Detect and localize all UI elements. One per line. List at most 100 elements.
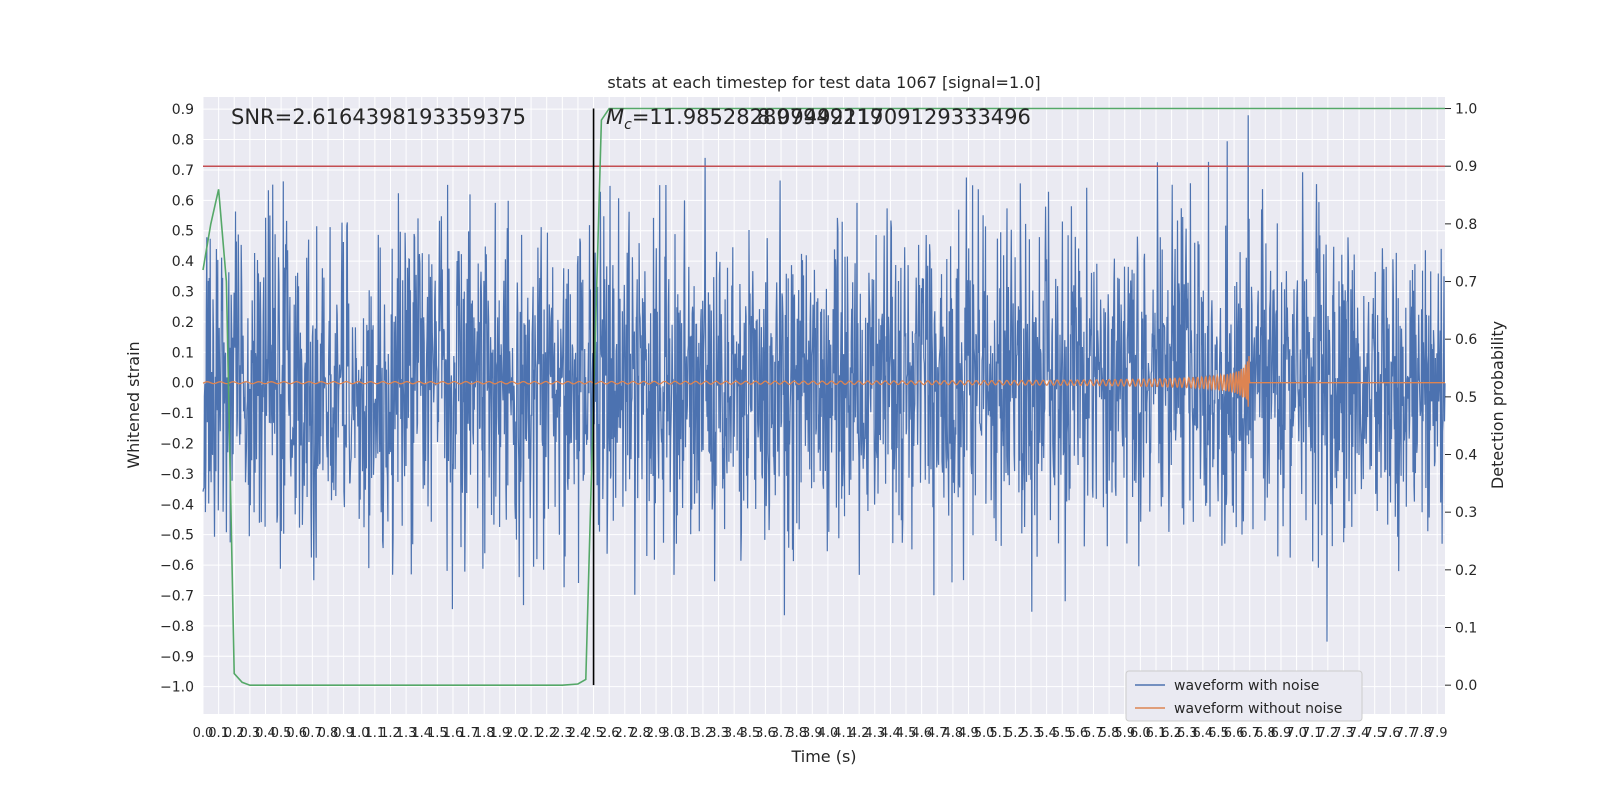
- x-tick-label: 4.7: [927, 726, 948, 741]
- y2-tick-label: 0.2: [1455, 563, 1477, 579]
- y2-axis-ticks: 1.0 0.9 0.8 0.7 0.6 0.5 0.4 0.3 0.2 0.1 0.0: [1445, 102, 1477, 694]
- y-axis-ticks: 0.9 0.8 0.7 0.6 0.5 0.4 0.3 0.2 0.1 0.0 −0.1 −0.2 −0…: [160, 102, 194, 695]
- x-tick-label: 3.7: [771, 726, 792, 741]
- y-tick-label: −1.0: [160, 680, 194, 696]
- x-tick-label: 6.6: [1224, 726, 1245, 741]
- x-tick-label: 2.5: [583, 726, 604, 741]
- y2-tick-label: 0.3: [1455, 505, 1477, 521]
- x-tick-label: 4.6: [911, 726, 932, 741]
- x-tick-label: 1.5: [427, 726, 448, 741]
- x-tick-label: 6.7: [1239, 726, 1260, 741]
- y2-tick-label: 0.4: [1455, 448, 1477, 464]
- x-tick-label: 7.3: [1333, 726, 1354, 741]
- x-tick-label: 5.6: [1068, 726, 1089, 741]
- x-tick-label: 7.7: [1396, 726, 1417, 741]
- x-tick-label: 3.6: [755, 726, 776, 741]
- x-tick-label: 2.3: [552, 726, 573, 741]
- time-annotation: 8.0949211709129333496: [757, 105, 1031, 129]
- x-tick-label: 0.8: [318, 726, 339, 741]
- y-tick-label: 0.7: [172, 163, 194, 179]
- x-tick-label: 0.0: [193, 726, 214, 741]
- x-tick-label: 0.7: [302, 726, 323, 741]
- x-tick-label: 1.3: [396, 726, 417, 741]
- y2-tick-label: 0.1: [1455, 621, 1477, 637]
- y-tick-label: −0.5: [160, 528, 194, 544]
- x-tick-label: 3.4: [724, 726, 745, 741]
- x-tick-label: 4.0: [818, 726, 839, 741]
- x-tick-label: 3.9: [802, 726, 823, 741]
- y-tick-label: −0.6: [160, 558, 194, 574]
- y-tick-label: 0.6: [172, 193, 194, 209]
- x-tick-label: 6.2: [1161, 726, 1182, 741]
- x-tick-label: 2.6: [599, 726, 620, 741]
- x-tick-label: 7.6: [1380, 726, 1401, 741]
- x-tick-label: 2.8: [630, 726, 651, 741]
- x-tick-label: 1.7: [458, 726, 479, 741]
- y-tick-label: 0.3: [172, 285, 194, 301]
- detection-probability-line: [202, 107, 1445, 686]
- x-tick-label: 6.3: [1177, 726, 1198, 741]
- noise-line: [202, 115, 1446, 642]
- y2-tick-label: 0.0: [1455, 678, 1477, 694]
- x-tick-label: 1.8: [474, 726, 495, 741]
- x-tick-label: 7.2: [1317, 726, 1338, 741]
- y-tick-label: 0.2: [172, 315, 194, 331]
- x-tick-label: 1.6: [443, 726, 464, 741]
- y2-tick-label: 0.8: [1455, 217, 1477, 233]
- x-tick-label: 5.3: [1021, 726, 1042, 741]
- x-tick-label: 0.4: [255, 726, 276, 741]
- y2-tick-label: 0.9: [1455, 159, 1477, 175]
- x-tick-label: 1.4: [411, 726, 432, 741]
- y-tick-label: 0.5: [172, 224, 194, 240]
- x-tick-label: 5.8: [1099, 726, 1120, 741]
- x-tick-label: 4.2: [849, 726, 870, 741]
- x-tick-label: 5.2: [1005, 726, 1026, 741]
- y-tick-label: −0.2: [160, 436, 194, 452]
- chirp-line: [202, 356, 1445, 407]
- y-axis-label: Whitened strain: [124, 341, 143, 468]
- x-tick-label: 7.9: [1427, 726, 1448, 741]
- y-tick-label: −0.3: [160, 467, 194, 483]
- y-tick-label: 0.8: [172, 133, 194, 149]
- x-tick-label: 1.1: [365, 726, 386, 741]
- chart-title: stats at each timestep for test data 106…: [607, 73, 1040, 92]
- y-tick-label: −0.8: [160, 619, 194, 635]
- x-tick-label: 2.1: [521, 726, 542, 741]
- x-tick-label: 6.0: [1130, 726, 1151, 741]
- series-waveform-without-noise: [202, 356, 1445, 407]
- x-tick-label: 3.0: [661, 726, 682, 741]
- x-tick-label: 6.9: [1271, 726, 1292, 741]
- x-tick-label: 1.9: [489, 726, 510, 741]
- x-tick-label: 5.9: [1114, 726, 1135, 741]
- x-tick-label: 4.9: [958, 726, 979, 741]
- x-tick-label: 5.4: [1036, 726, 1057, 741]
- x-tick-label: 2.7: [614, 726, 635, 741]
- x-tick-label: 5.5: [1052, 726, 1073, 741]
- x-tick-label: 7.1: [1302, 726, 1323, 741]
- y2-axis-label: Detection probability: [1488, 321, 1507, 489]
- x-tick-label: 5.7: [1083, 726, 1104, 741]
- x-tick-label: 2.4: [568, 726, 589, 741]
- x-tick-label: 7.4: [1349, 726, 1370, 741]
- x-tick-label: 4.5: [896, 726, 917, 741]
- x-tick-label: 4.8: [943, 726, 964, 741]
- x-tick-label: 0.5: [271, 726, 292, 741]
- x-tick-label: 0.9: [333, 726, 354, 741]
- y-tick-label: 0.9: [172, 102, 194, 118]
- overlay-lines: [202, 107, 1445, 686]
- x-tick-label: 2.9: [646, 726, 667, 741]
- x-tick-label: 6.8: [1255, 726, 1276, 741]
- x-tick-label: 1.0: [349, 726, 370, 741]
- x-tick-label: 0.3: [240, 726, 261, 741]
- x-tick-label: 2.0: [505, 726, 526, 741]
- legend-label-clean: waveform without noise: [1174, 701, 1342, 717]
- x-tick-label: 3.1: [677, 726, 698, 741]
- x-tick-label: 5.1: [989, 726, 1010, 741]
- x-tick-label: 3.8: [786, 726, 807, 741]
- x-tick-label: 5.0: [974, 726, 995, 741]
- legend-label-noise: waveform with noise: [1174, 678, 1319, 694]
- x-tick-label: 3.2: [693, 726, 714, 741]
- x-tick-label: 4.1: [833, 726, 854, 741]
- chirp-mass-annotation: Mc=11.985282897949219: [606, 105, 883, 133]
